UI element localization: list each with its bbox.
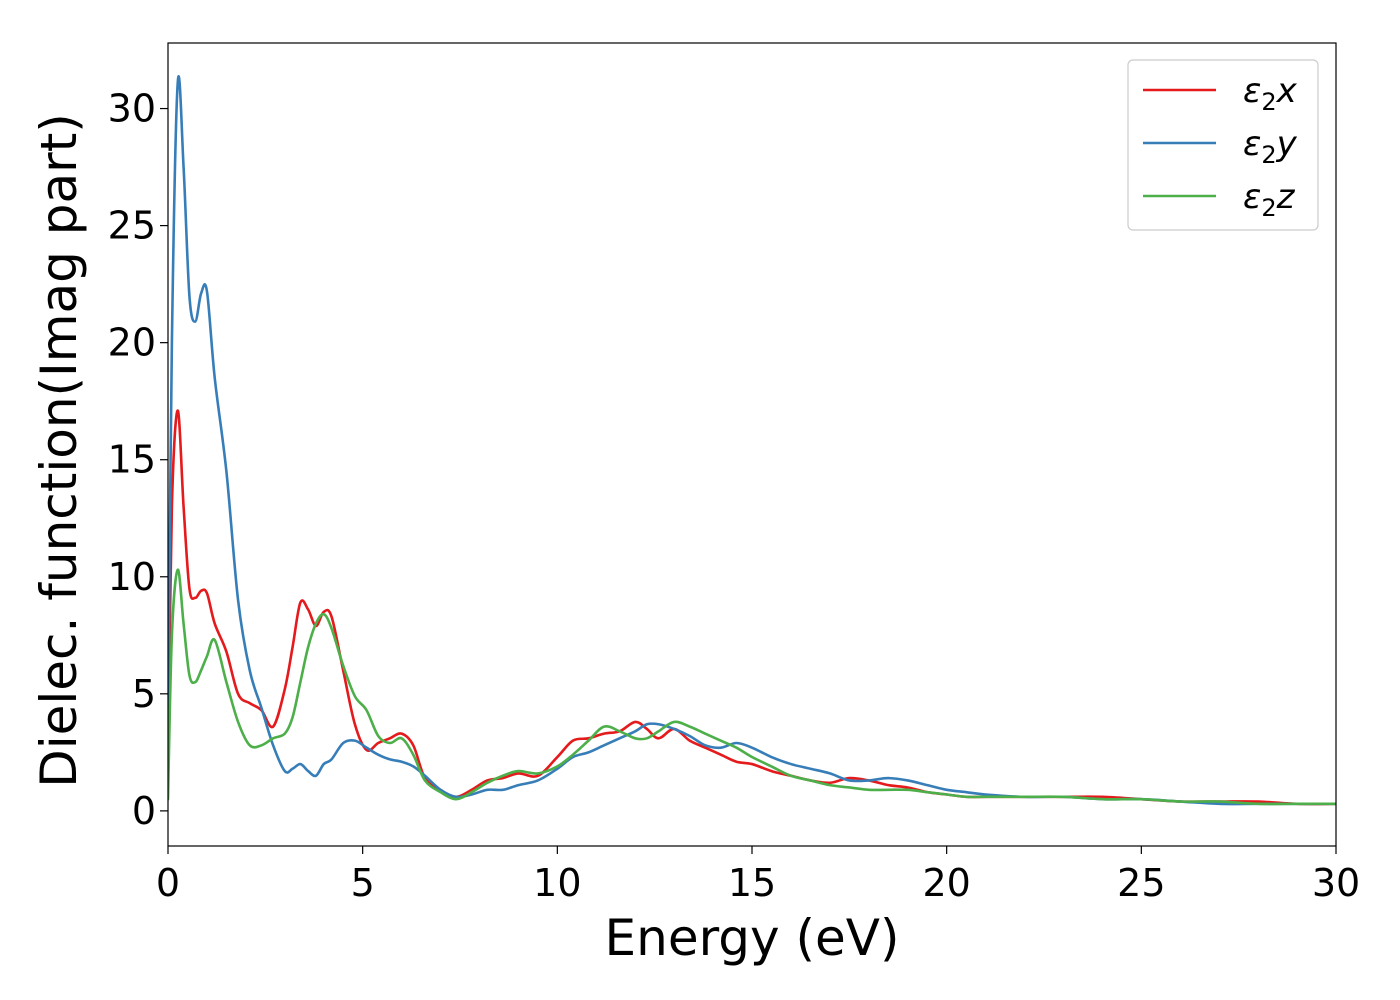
x-axis-label: Energy (eV) — [605, 909, 900, 967]
x-tick-label: 5 — [351, 861, 375, 905]
x-tick-label: 25 — [1117, 861, 1165, 905]
y-tick-label: 10 — [108, 555, 156, 599]
legend-label-z: ε2z — [1243, 177, 1296, 222]
x-tick-label: 30 — [1312, 861, 1360, 905]
legend: ε2x ε2y ε2z — [1127, 59, 1319, 231]
y-tick-label: 20 — [108, 321, 156, 365]
legend-box — [1127, 59, 1319, 231]
y-tick-label: 15 — [108, 438, 156, 482]
x-tick-label: 0 — [156, 861, 180, 905]
series-layer — [168, 75, 1336, 806]
x-tick-label: 20 — [922, 861, 970, 905]
y-tick-label: 25 — [108, 204, 156, 248]
y-tick-label: 0 — [132, 789, 156, 833]
series-line-x — [168, 409, 1336, 806]
series-line-z — [168, 568, 1336, 806]
legend-label-y: ε2y — [1243, 124, 1298, 169]
legend-label-x: ε2x — [1243, 71, 1298, 116]
y-tick-label: 5 — [132, 672, 156, 716]
x-tick-label: 10 — [533, 861, 581, 905]
ticks-layer: 0 5 10 15 20 25 30 0 5 10 15 20 25 30 — [108, 87, 1361, 905]
y-tick-label: 30 — [108, 87, 156, 131]
series-line-y — [168, 75, 1336, 806]
y-axis-label: Dielec. function(Imag part) — [30, 113, 88, 788]
x-tick-label: 15 — [728, 861, 776, 905]
